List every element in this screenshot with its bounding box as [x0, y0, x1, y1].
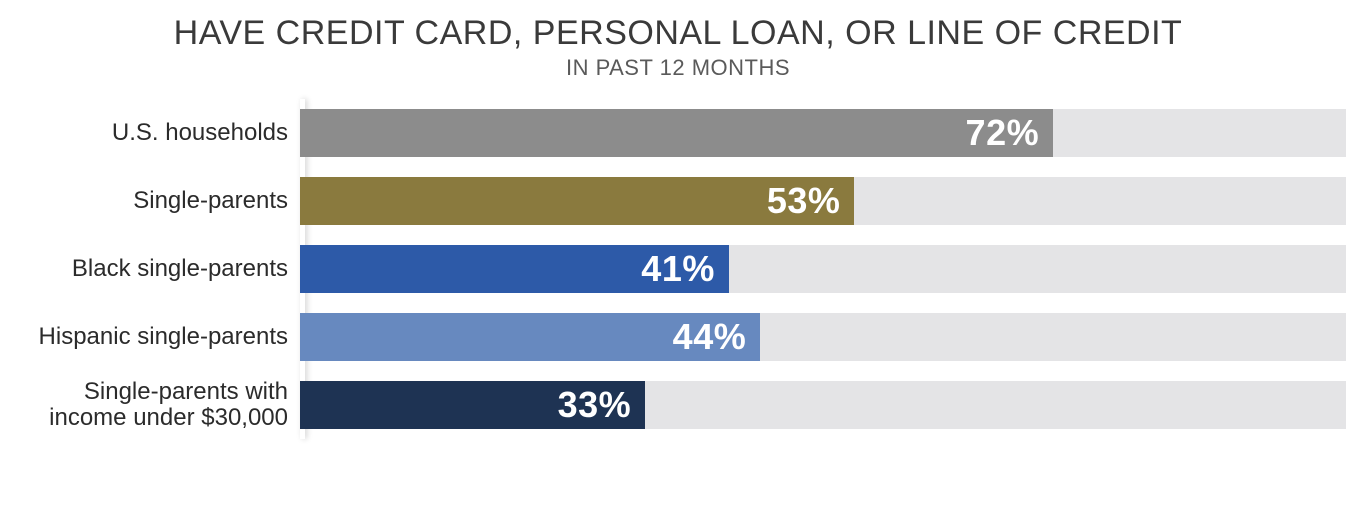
- row-label-cell: Single-parents withincome under $30,000: [0, 379, 300, 432]
- row-label: Hispanic single-parents: [39, 324, 288, 350]
- bar-value: 41%: [641, 248, 715, 290]
- chart-row: Single-parents 53%: [0, 167, 1346, 235]
- row-label-cell: Black single-parents: [0, 256, 300, 282]
- chart-rows: U.S. households 72% Single-parents 53% Black…: [0, 99, 1356, 439]
- bar-fill: 53%: [300, 177, 854, 225]
- row-label: Single-parents: [133, 188, 288, 214]
- credit-access-chart: HAVE CREDIT CARD, PERSONAL LOAN, OR LINE…: [0, 0, 1356, 516]
- row-label: U.S. households: [112, 120, 288, 146]
- row-label-cell: Single-parents: [0, 188, 300, 214]
- row-label-cell: U.S. households: [0, 120, 300, 146]
- chart-row: Hispanic single-parents 44%: [0, 303, 1346, 371]
- chart-row: Single-parents withincome under $30,000 3…: [0, 371, 1346, 439]
- chart-titles: HAVE CREDIT CARD, PERSONAL LOAN, OR LINE…: [0, 0, 1356, 99]
- row-label: Single-parents withincome under $30,000: [49, 379, 288, 432]
- bar-value: 53%: [767, 180, 841, 222]
- bar-fill: 33%: [300, 381, 645, 429]
- bar-fill: 72%: [300, 109, 1053, 157]
- row-label-cell: Hispanic single-parents: [0, 324, 300, 350]
- bar-fill: 41%: [300, 245, 729, 293]
- bar-value: 33%: [558, 384, 632, 426]
- bar-value: 72%: [966, 112, 1040, 154]
- chart-row: U.S. households 72%: [0, 99, 1346, 167]
- row-bar-cell: 41%: [300, 245, 1346, 293]
- row-bar-cell: 53%: [300, 177, 1346, 225]
- chart-subtitle: IN PAST 12 MONTHS: [0, 55, 1356, 81]
- row-bar-cell: 33%: [300, 381, 1346, 429]
- chart-title: HAVE CREDIT CARD, PERSONAL LOAN, OR LINE…: [0, 14, 1356, 53]
- bar-fill: 44%: [300, 313, 760, 361]
- row-bar-cell: 72%: [300, 109, 1346, 157]
- chart-row: Black single-parents 41%: [0, 235, 1346, 303]
- row-label: Black single-parents: [72, 256, 288, 282]
- row-bar-cell: 44%: [300, 313, 1346, 361]
- bar-value: 44%: [673, 316, 747, 358]
